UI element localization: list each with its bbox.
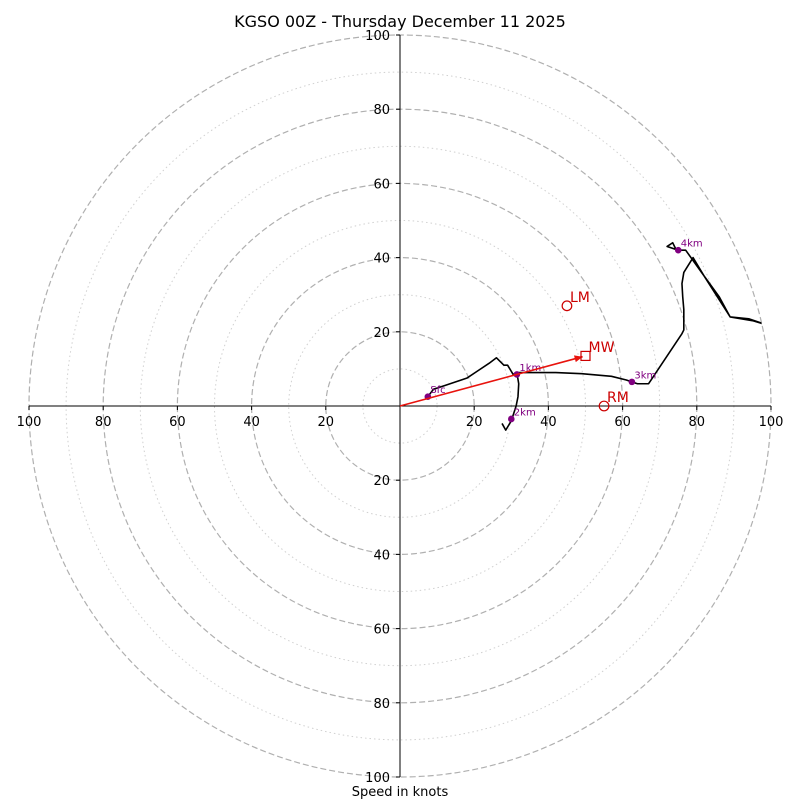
y-tick-label: 80 (373, 103, 390, 118)
height-marker-dot (508, 415, 515, 423)
storm-motion-label: RM (607, 390, 629, 406)
x-tick-label: 20 (318, 415, 335, 430)
x-tick-label: 40 (243, 415, 260, 430)
tick-labels: 100 80 60 40 20 20 40 60 80 100 100 80 60 40 20 20 40 60 8… (17, 29, 784, 786)
y-tick-label: 20 (373, 326, 390, 341)
y-tick-label: 60 (373, 623, 390, 638)
x-tick-label: 20 (466, 415, 483, 430)
height-marker-label: 1km (519, 363, 541, 374)
storm-motion-label: MW (589, 340, 615, 356)
height-marker-label: 4km (681, 239, 703, 250)
x-tick-label: 100 (759, 415, 784, 430)
hodograph-line (427, 241, 771, 398)
x-axis-label: Speed in knots (352, 785, 449, 800)
y-tick-label: 40 (373, 548, 390, 563)
x-tick-label: 100 (17, 415, 42, 430)
y-tick-label: 80 (373, 697, 390, 712)
y-tick-label: 100 (365, 29, 390, 44)
storm-motion-marker (580, 350, 591, 362)
x-tick-label: 60 (614, 415, 631, 430)
y-tick-label: 40 (373, 252, 390, 267)
y-tick-label: 100 (365, 771, 390, 786)
mean-wind-vector (399, 355, 583, 407)
height-marker-dot (674, 246, 682, 254)
height-marker-dot (628, 378, 636, 386)
height-marker-label: 2km (514, 407, 536, 418)
hodograph-trace (427, 241, 771, 431)
x-tick-label: 80 (689, 415, 706, 430)
storm-motion-marker (598, 400, 610, 412)
chart-title: KGSO 00Z - Thursday December 11 2025 (234, 12, 566, 31)
hodograph-line-lower (501, 372, 520, 431)
x-tick-label: 80 (95, 415, 112, 430)
storm-motion-markers: LM MW RM (399, 290, 629, 412)
storm-motion-label: LM (570, 290, 590, 306)
height-marker-label: 3km (634, 370, 656, 381)
y-tick-label: 60 (373, 177, 390, 192)
y-tick-label: 20 (373, 474, 390, 489)
height-marker-label: Sfc (430, 385, 445, 396)
height-markers: Sfc 1km 2km 3km 4km (424, 239, 703, 423)
storm-motion-marker (561, 300, 573, 312)
x-tick-label: 40 (540, 415, 557, 430)
x-tick-label: 60 (169, 415, 186, 430)
